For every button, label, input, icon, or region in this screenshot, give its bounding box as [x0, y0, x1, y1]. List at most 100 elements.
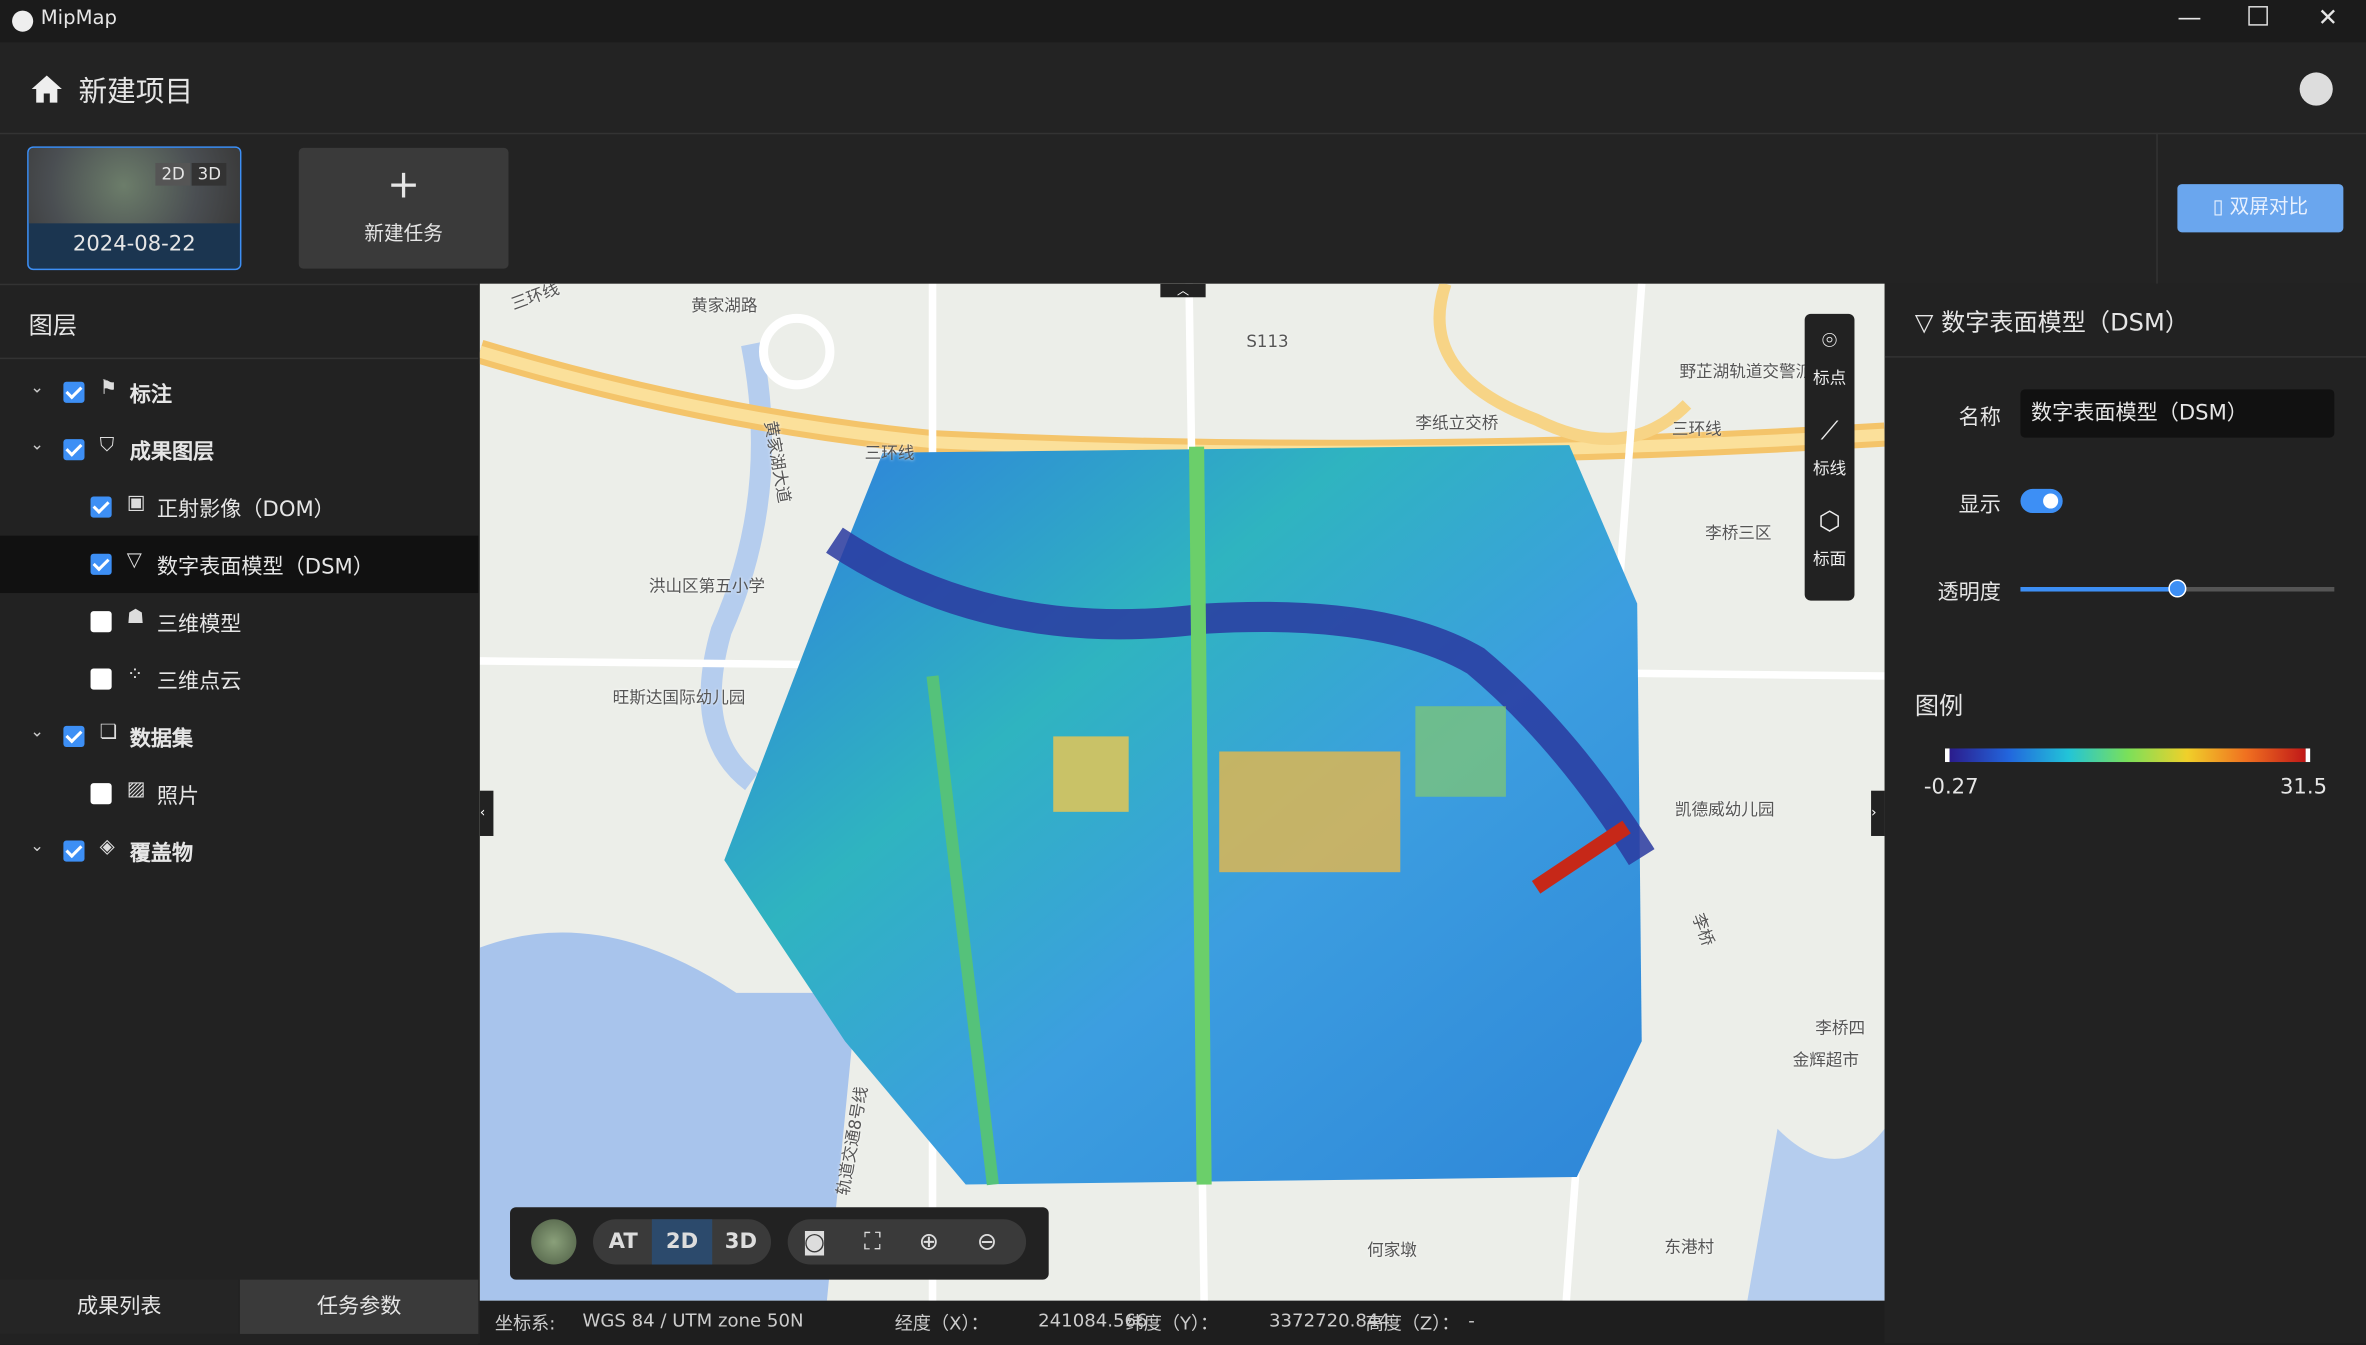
expand-arrow[interactable]: ⌄ [30, 434, 45, 455]
new-task-label: 新建任务 [364, 223, 443, 246]
crs-value[interactable]: WGS 84 / UTM zone 50N [582, 1309, 804, 1331]
user-avatar[interactable] [2299, 72, 2333, 106]
map-label: 李桥三区 [1705, 523, 1772, 544]
compare-button[interactable]: ▯ 双屏对比 [2177, 184, 2344, 233]
view-mode[interactable]: 2D [651, 1219, 713, 1265]
layer-row[interactable]: ⌄ ⛉ 成果图层 [0, 421, 478, 478]
map-label: 三环线 [864, 443, 915, 464]
y-value: 3372720.844 [1269, 1309, 1390, 1331]
layer-label: 成果图层 [129, 440, 215, 465]
layer-icon: ▨ [126, 778, 146, 802]
map-label: 李纸立交桥 [1415, 413, 1499, 434]
divider [0, 357, 479, 360]
map-label: 李桥四 [1815, 1018, 1866, 1039]
new-task-button[interactable]: + 新建任务 [298, 147, 509, 269]
layer-row[interactable]: ⌄ ⚑ 标注 [0, 364, 478, 421]
crs-label: 坐标系: [494, 1312, 556, 1334]
tool-label: 标面 [1812, 549, 1847, 569]
collapse-right[interactable]: › [1871, 790, 1885, 836]
checkbox[interactable] [63, 840, 85, 862]
checkbox[interactable] [63, 725, 85, 747]
draw-tool[interactable]: ⌾ 标点 [1805, 326, 1855, 411]
tab[interactable]: 成果列表 [0, 1279, 239, 1334]
expand-arrow[interactable]: ⌄ [30, 835, 45, 856]
badge[interactable]: 2D [155, 162, 191, 186]
map-view[interactable]: 三环线 黄家湖路 三环线 S113 李纸立交桥 三环线 野芷湖轨道交警派出所 黄家湖大道 洪山区… [479, 283, 1885, 1301]
tab[interactable]: 任务参数 [239, 1279, 479, 1334]
view-toolbar: AT 2D 3D ◙ ⛶ ⊕ ⊖ [510, 1207, 1049, 1280]
opacity-label: 透明度 [1937, 580, 2001, 606]
draw-tool[interactable]: ⟋ 标线 [1805, 416, 1855, 501]
layer-icon: ❏ [99, 721, 118, 744]
layer-row[interactable]: ▽ 数字表面模型（DSM） [0, 535, 479, 594]
panel-title: ▽ 数字表面模型（DSM） [1914, 307, 2189, 337]
map-label: 野芷湖轨道交警派出所 [1679, 362, 1846, 382]
badge[interactable]: 3D [191, 162, 228, 186]
layer-icon: ⁘ [126, 663, 144, 687]
layer-icon: ▣ [126, 491, 146, 515]
layer-label: 照片 [156, 784, 200, 809]
name-input[interactable]: 数字表面模型（DSM） [2020, 389, 2335, 438]
checkbox[interactable] [63, 381, 85, 403]
app-logo [12, 10, 34, 32]
tab-label: 成果列表 [76, 1294, 162, 1319]
legend-colorbar [1945, 748, 2311, 763]
map-label: 三环线 [1671, 419, 1722, 440]
map-actions[interactable]: ◙ ⛶ ⊕ ⊖ [787, 1219, 1027, 1265]
layer-row[interactable]: ⌄ ◈ 覆盖物 [0, 822, 478, 879]
divider [2156, 132, 2158, 284]
map-label: 凯德威幼儿园 [1674, 799, 1775, 820]
collapse-left[interactable]: ‹ [479, 790, 494, 836]
view-mode[interactable]: 3D [724, 1229, 758, 1254]
minimize[interactable]: — [2177, 3, 2202, 32]
layer-label: 覆盖物 [129, 842, 194, 867]
tab-label: 任务参数 [316, 1294, 402, 1319]
property-panel: ▽ 数字表面模型（DSM） 名称 数字表面模型（DSM） 显示 透明度 图例 -… [1884, 283, 2366, 1344]
slider-knob[interactable] [2168, 579, 2187, 598]
maximize[interactable] [2248, 6, 2268, 26]
layer-icon: ⚑ [99, 377, 118, 400]
layer-panel: 图层 ⌄ ⚑ 标注 ⌄ ⛉ 成果图层 ▣ 正射影像（DOM） ▽ 数字表面模型（DSM） ☗ 三维模型… [0, 283, 479, 1345]
close[interactable]: ✕ [2317, 3, 2338, 32]
layer-label: 标注 [129, 383, 173, 408]
compare-label: 双屏对比 [2229, 196, 2309, 219]
map-label: 洪山区第五小学 [648, 576, 766, 597]
map-label: 何家墩 [1367, 1240, 1417, 1261]
checkbox[interactable] [63, 439, 85, 461]
layer-row[interactable]: ☗ 三维模型 [0, 593, 478, 650]
checkbox[interactable] [90, 611, 112, 633]
task-date: 2024-08-22 [72, 232, 196, 257]
checkbox[interactable] [90, 553, 112, 575]
collapse-top[interactable]: ︿ [1160, 283, 1206, 298]
show-label: 显示 [1958, 493, 2001, 518]
layer-row[interactable]: ⁘ 三维点云 [0, 650, 478, 707]
show-toggle[interactable] [2020, 488, 2063, 514]
layer-label: 数据集 [129, 727, 194, 752]
legend-min: -0.27 [1923, 775, 1979, 800]
layer-row[interactable]: ▣ 正射影像（DOM） [0, 478, 478, 535]
app-title: MipMap [40, 7, 117, 31]
layer-row[interactable]: ▨ 照片 [0, 765, 478, 822]
layer-icon: ☗ [126, 606, 145, 630]
plus-icon: + [387, 162, 421, 209]
checkbox[interactable] [90, 783, 112, 805]
expand-arrow[interactable]: ⌄ [30, 721, 45, 741]
layer-label: 三维模型 [156, 612, 242, 637]
slider-fill [2020, 586, 2178, 592]
draw-tool[interactable]: ⬡ 标面 [1805, 507, 1855, 592]
layer-row[interactable]: ⌄ ❏ 数据集 [0, 708, 478, 765]
header: 新建项目 [0, 42, 2366, 135]
divider [1884, 356, 2366, 358]
checkbox[interactable] [90, 668, 112, 690]
task-card[interactable]: 2D 3D 2024-08-22 [27, 146, 242, 271]
home-icon[interactable] [30, 74, 63, 104]
view-mode[interactable]: AT [608, 1229, 638, 1254]
expand-arrow[interactable]: ⌄ [30, 377, 45, 397]
project-title: 新建项目 [78, 75, 194, 109]
basemap-switch[interactable] [531, 1219, 577, 1265]
checkbox[interactable] [90, 496, 112, 518]
status-bar: 坐标系: WGS 84 / UTM zone 50N 经度（X）： 241084… [479, 1300, 1885, 1344]
tool-label: 标线 [1812, 458, 1847, 479]
